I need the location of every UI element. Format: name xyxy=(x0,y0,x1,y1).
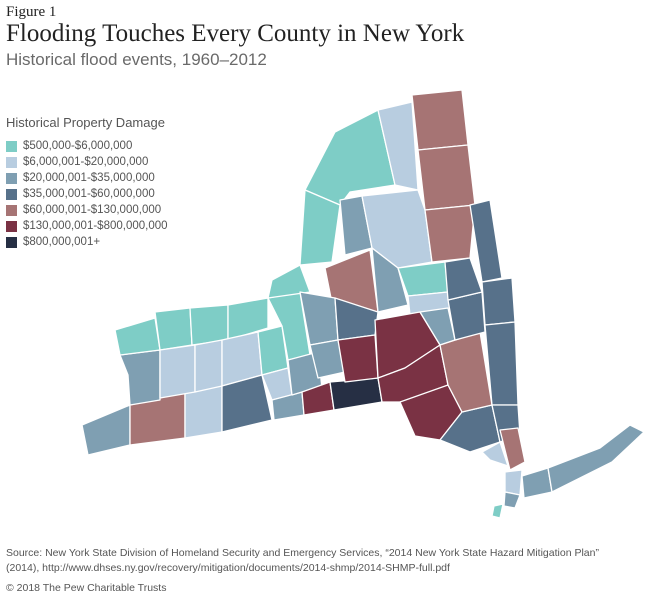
county-region xyxy=(227,297,269,341)
legend-label: $35,000,001-$60,000,000 xyxy=(23,188,155,200)
source-line: (2014), http://www.dhses.ny.gov/recovery… xyxy=(6,562,450,574)
source-note: Source: New York State Division of Homel… xyxy=(6,546,646,576)
county-region xyxy=(184,385,223,439)
county-region xyxy=(481,441,509,467)
copyright: © 2018 The Pew Charitable Trusts xyxy=(6,582,167,594)
figure-label: Figure 1 xyxy=(6,4,57,20)
legend-item: $35,000,001-$60,000,000 xyxy=(6,186,168,202)
legend-swatch xyxy=(6,220,17,232)
county-region xyxy=(481,277,516,326)
county-region xyxy=(469,199,503,283)
county-region xyxy=(221,374,273,433)
county-region xyxy=(411,89,469,151)
legend-item: $130,000,001-$800,000,000 xyxy=(6,218,168,234)
county-region xyxy=(417,144,476,211)
county-region xyxy=(299,189,341,266)
legend-swatch xyxy=(6,204,17,216)
legend-label: $60,000,001-$130,000,000 xyxy=(23,204,162,216)
county-region xyxy=(503,491,521,509)
legend-item: $500,000-$6,000,000 xyxy=(6,138,168,154)
county-region xyxy=(371,247,409,313)
county-region xyxy=(337,334,379,383)
county-region xyxy=(194,339,223,393)
county-region xyxy=(499,427,526,471)
legend-label: $500,000-$6,000,000 xyxy=(23,140,133,152)
county-regions xyxy=(81,89,645,519)
county-region xyxy=(491,503,504,519)
legend-item: $6,000,001-$20,000,000 xyxy=(6,154,168,170)
legend: Historical Property Damage $500,000-$6,0… xyxy=(6,115,168,250)
legend-swatch xyxy=(6,156,17,168)
legend-swatch xyxy=(6,172,17,184)
legend-item: $60,000,001-$130,000,000 xyxy=(6,202,168,218)
county-region xyxy=(521,467,553,499)
legend-item: $20,000,001-$35,000,000 xyxy=(6,170,168,186)
county-region xyxy=(189,304,229,346)
legend-swatch xyxy=(6,140,17,152)
county-region xyxy=(397,261,449,297)
legend-swatch xyxy=(6,236,17,248)
page-title: Flooding Touches Every County in New Yor… xyxy=(6,20,465,47)
page-subtitle: Historical flood events, 1960–2012 xyxy=(6,50,267,69)
county-region xyxy=(119,349,161,406)
county-region xyxy=(329,377,383,411)
legend-item: $800,000,001+ xyxy=(6,234,168,250)
county-region xyxy=(114,317,161,356)
county-region xyxy=(81,404,131,456)
legend-label: $20,000,001-$35,000,000 xyxy=(23,172,155,184)
legend-label: $6,000,001-$20,000,000 xyxy=(23,156,149,168)
legend-swatch xyxy=(6,188,17,200)
legend-label: $800,000,001+ xyxy=(23,236,101,248)
county-region xyxy=(547,424,645,493)
county-region xyxy=(267,264,311,299)
source-line: Source: New York State Division of Homel… xyxy=(6,547,599,559)
county-region xyxy=(424,204,476,263)
county-region xyxy=(154,307,193,351)
legend-title: Historical Property Damage xyxy=(6,115,165,130)
county-region xyxy=(159,344,196,399)
legend-label: $130,000,001-$800,000,000 xyxy=(23,220,168,232)
county-region xyxy=(504,469,523,496)
county-region xyxy=(444,257,483,301)
